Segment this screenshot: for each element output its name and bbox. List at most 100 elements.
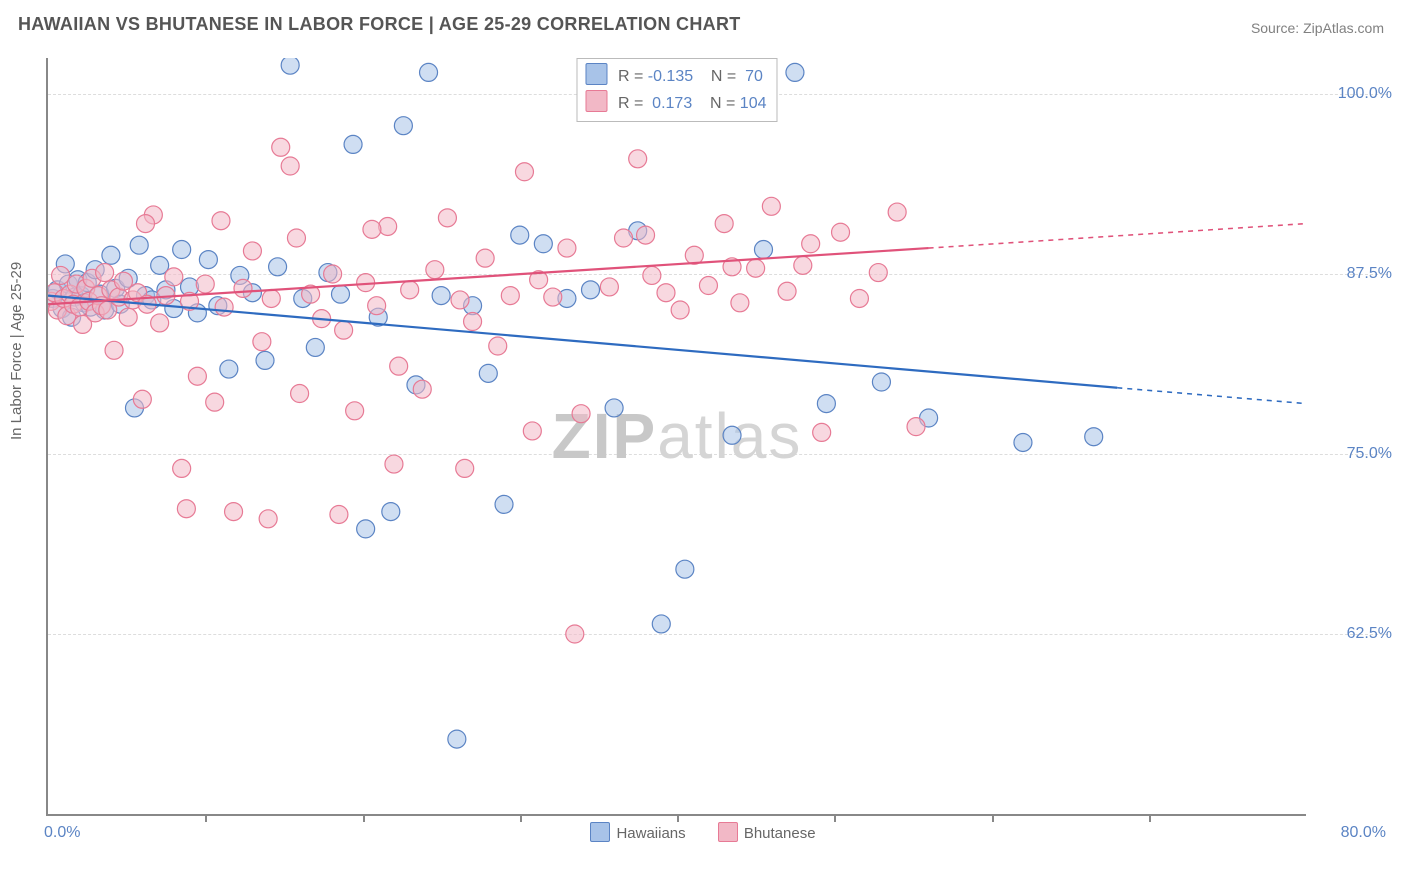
r-value-hawaiians: -0.135 — [648, 68, 693, 85]
chart-svg — [48, 58, 1388, 814]
scatter-point — [1014, 433, 1032, 451]
scatter-point — [888, 203, 906, 221]
scatter-point — [173, 459, 191, 477]
scatter-point — [379, 217, 397, 235]
scatter-point — [215, 298, 233, 316]
scatter-point — [534, 235, 552, 253]
scatter-point — [102, 246, 120, 264]
scatter-point — [130, 236, 148, 254]
scatter-point — [259, 510, 277, 528]
scatter-point — [558, 239, 576, 257]
scatter-point — [582, 281, 600, 299]
scatter-point — [52, 266, 70, 284]
scatter-point — [676, 560, 694, 578]
scatter-point — [850, 289, 868, 307]
scatter-point — [451, 291, 469, 309]
scatter-point — [344, 135, 362, 153]
scatter-point — [269, 258, 287, 276]
scatter-point — [495, 495, 513, 513]
scatter-point — [199, 251, 217, 269]
scatter-point — [368, 297, 386, 315]
scatter-point — [637, 226, 655, 244]
regression-line-dashed — [1117, 388, 1306, 404]
scatter-point — [476, 249, 494, 267]
scatter-point — [464, 313, 482, 331]
scatter-point — [432, 287, 450, 305]
scatter-point — [324, 265, 342, 283]
scatter-point — [401, 281, 419, 299]
scatter-point — [335, 321, 353, 339]
scatter-point — [173, 241, 191, 259]
scatter-point — [456, 459, 474, 477]
scatter-point — [615, 229, 633, 247]
scatter-point — [96, 264, 114, 282]
scatter-point — [426, 261, 444, 279]
regression-line-dashed — [929, 224, 1306, 248]
source-attribution: Source: ZipAtlas.com — [1251, 20, 1384, 36]
scatter-point — [346, 402, 364, 420]
scatter-point — [196, 275, 214, 293]
scatter-point — [413, 380, 431, 398]
scatter-point — [479, 364, 497, 382]
scatter-point — [723, 426, 741, 444]
scatter-point — [515, 163, 533, 181]
scatter-point — [523, 422, 541, 440]
scatter-point — [133, 390, 151, 408]
scatter-point — [489, 337, 507, 355]
stats-row-bhutanese: R = 0.173 N = 104 — [585, 90, 766, 117]
scatter-point — [869, 264, 887, 282]
scatter-point — [754, 241, 772, 259]
scatter-point — [817, 395, 835, 413]
scatter-point — [243, 242, 261, 260]
x-tick — [677, 814, 679, 822]
r-value-bhutanese: 0.173 — [652, 95, 692, 112]
scatter-point — [501, 287, 519, 305]
scatter-point — [1085, 428, 1103, 446]
n-value-hawaiians: 70 — [745, 68, 763, 85]
scatter-point — [306, 338, 324, 356]
scatter-point — [802, 235, 820, 253]
scatter-point — [511, 226, 529, 244]
x-tick — [1149, 814, 1151, 822]
y-axis-title: In Labor Force | Age 25-29 — [8, 262, 25, 440]
chart-title: HAWAIIAN VS BHUTANESE IN LABOR FORCE | A… — [18, 14, 741, 35]
r-label: R = — [618, 95, 643, 112]
stats-row-hawaiians: R = -0.135 N = 70 — [585, 63, 766, 90]
scatter-point — [731, 294, 749, 312]
x-tick — [363, 814, 365, 822]
legend-item-bhutanese: Bhutanese — [718, 822, 816, 842]
scatter-point — [291, 385, 309, 403]
source-name: ZipAtlas.com — [1303, 20, 1384, 36]
scatter-point — [907, 418, 925, 436]
scatter-point — [382, 503, 400, 521]
x-tick — [520, 814, 522, 822]
scatter-point — [747, 259, 765, 277]
scatter-point — [177, 500, 195, 518]
legend-swatch-hawaiians — [590, 822, 610, 842]
scatter-point — [281, 157, 299, 175]
scatter-point — [136, 215, 154, 233]
scatter-point — [832, 223, 850, 241]
scatter-point — [794, 256, 812, 274]
stats-legend-box: R = -0.135 N = 70 R = 0.173 N = 104 — [576, 58, 777, 122]
scatter-point — [262, 289, 280, 307]
scatter-point — [385, 455, 403, 473]
r-label: R = — [618, 68, 643, 85]
scatter-point — [605, 399, 623, 417]
scatter-point — [281, 58, 299, 74]
scatter-point — [390, 357, 408, 375]
scatter-point — [330, 505, 348, 523]
scatter-point — [438, 209, 456, 227]
x-tick — [205, 814, 207, 822]
scatter-point — [119, 308, 137, 326]
source-label: Source: — [1251, 20, 1303, 36]
scatter-point — [357, 520, 375, 538]
legend-label-hawaiians: Hawaiians — [616, 825, 685, 842]
scatter-point — [188, 367, 206, 385]
scatter-point — [762, 197, 780, 215]
scatter-point — [206, 393, 224, 411]
scatter-point — [234, 279, 252, 297]
swatch-bhutanese — [585, 90, 607, 112]
legend-swatch-bhutanese — [718, 822, 738, 842]
scatter-point — [572, 405, 590, 423]
